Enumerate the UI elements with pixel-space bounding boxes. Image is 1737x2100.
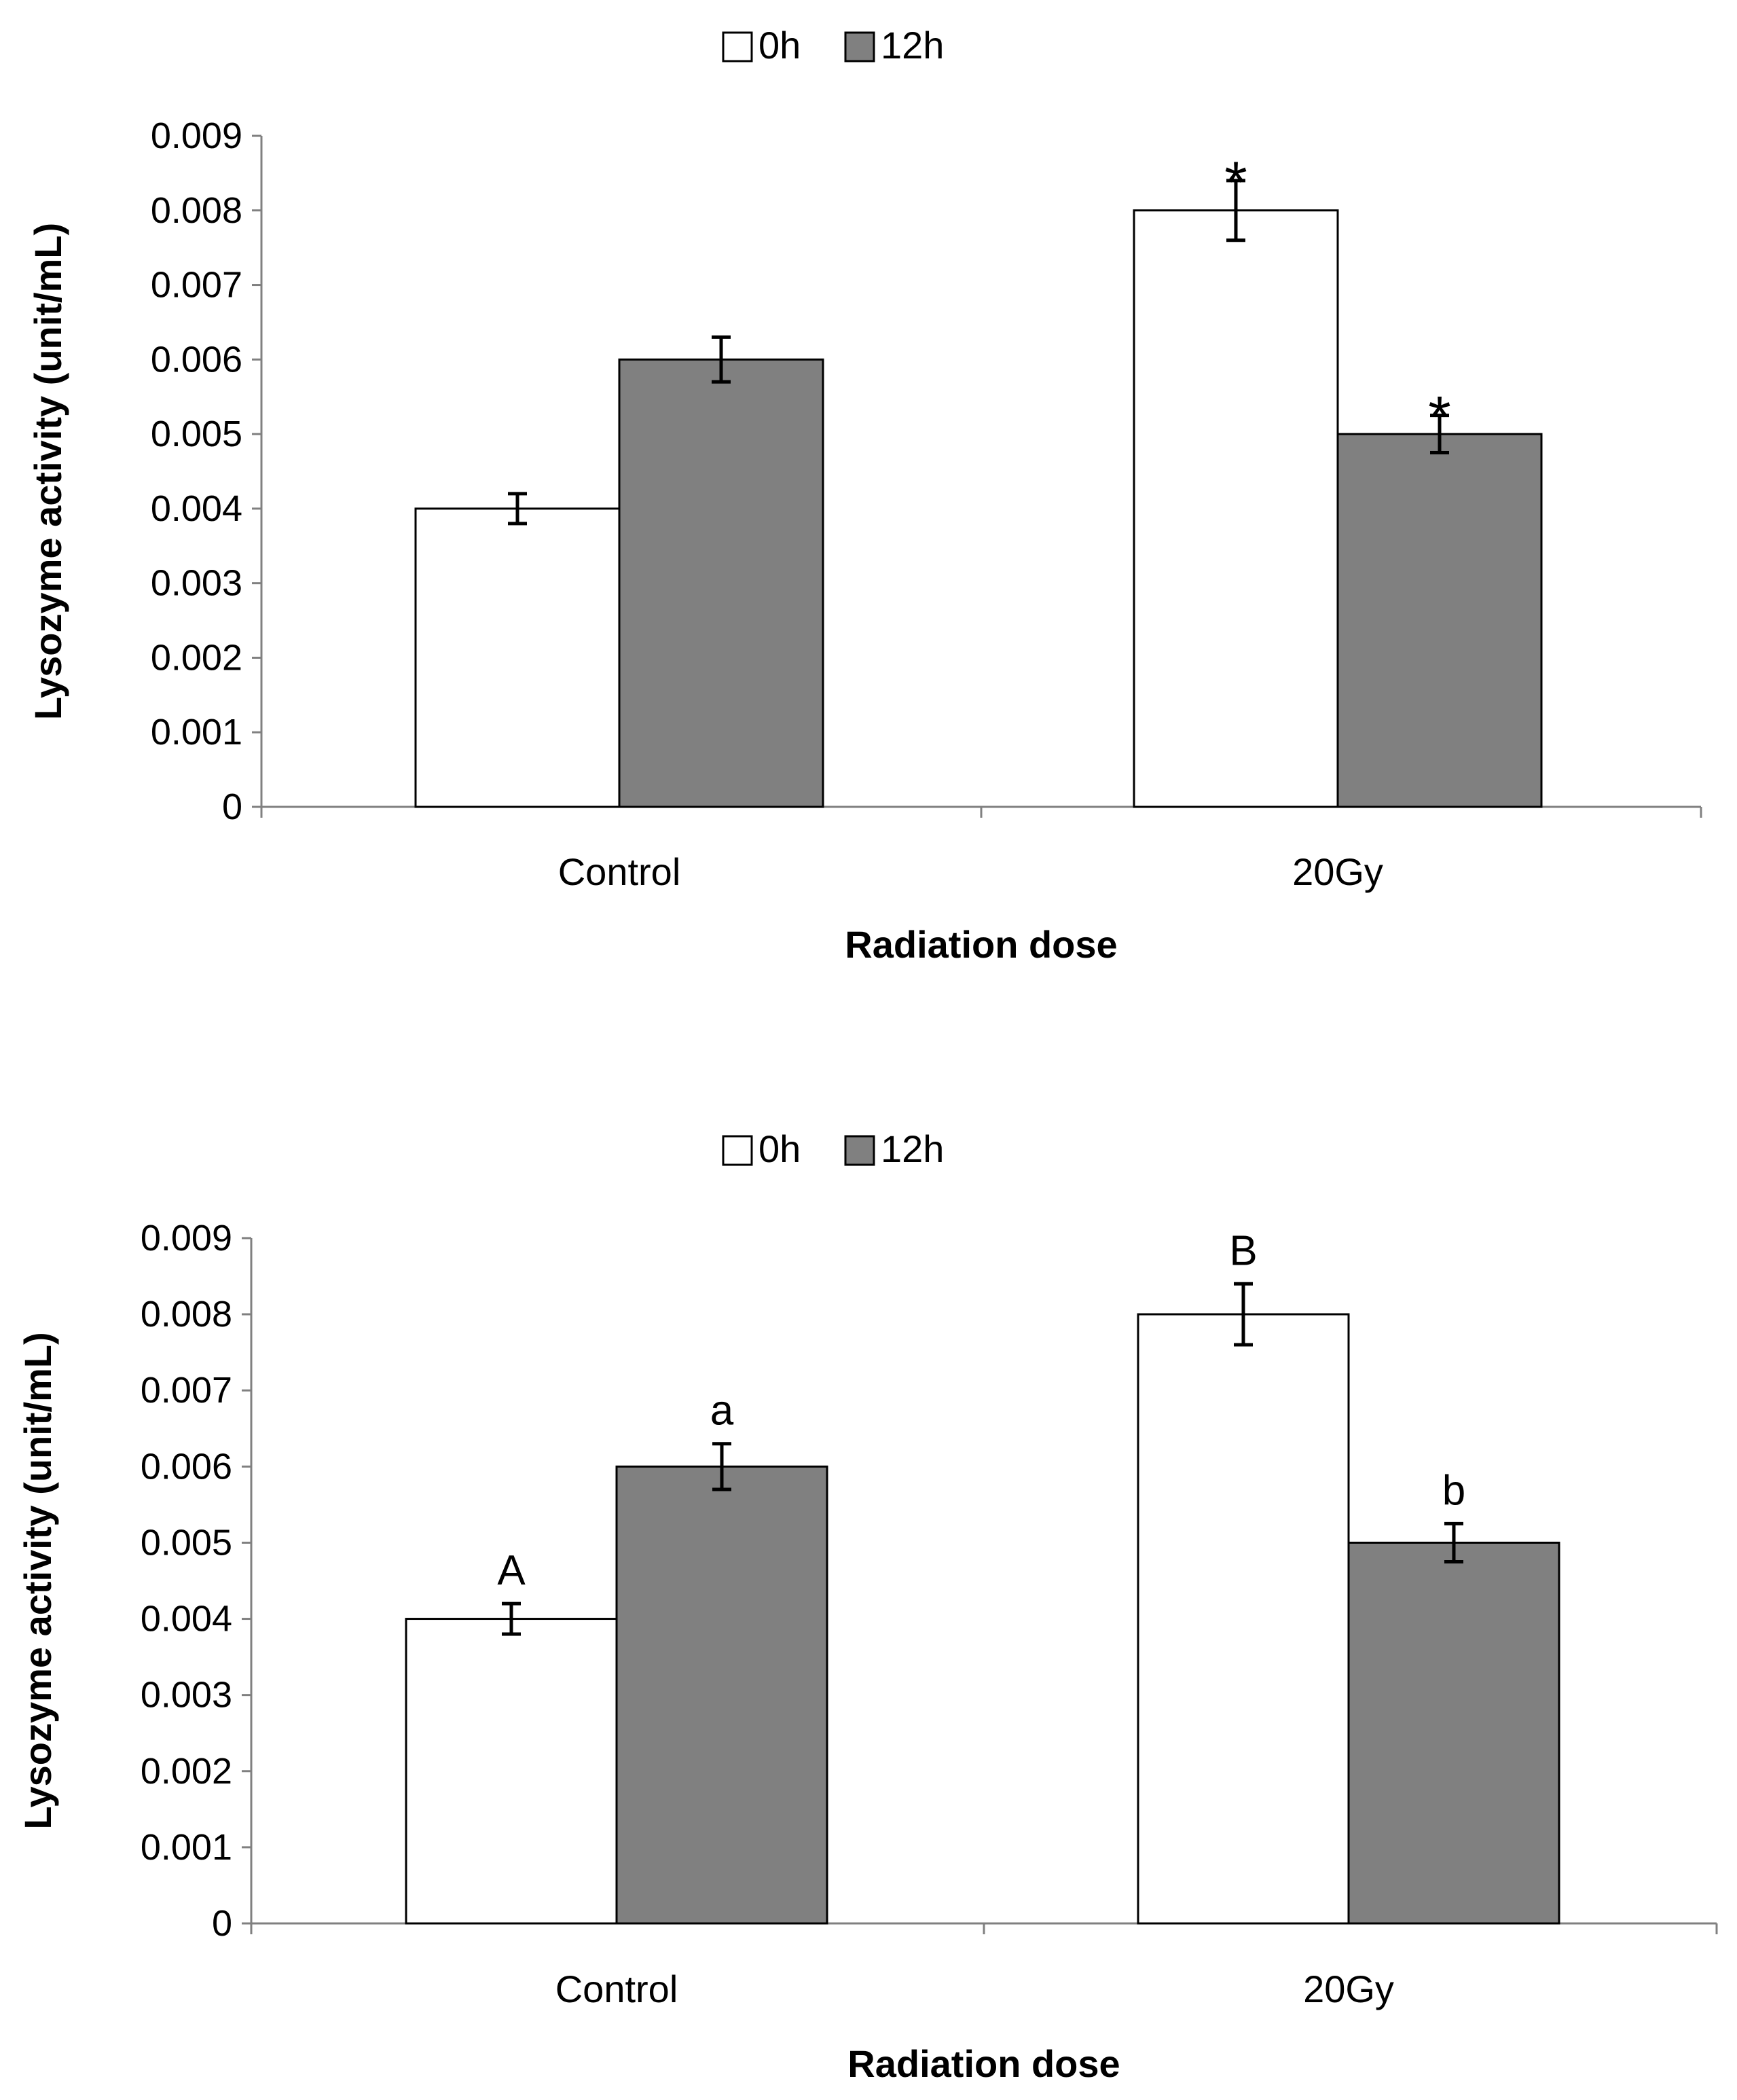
y-tick-label: 0.002 bbox=[141, 1751, 232, 1792]
bar-control-12h bbox=[618, 358, 824, 808]
y-tick-label: 0.007 bbox=[151, 265, 242, 306]
y-tick-label: 0.004 bbox=[151, 488, 242, 529]
y-tick-label: 0.003 bbox=[151, 563, 242, 604]
legend-swatch-12h bbox=[844, 1135, 875, 1166]
bar-control-0h bbox=[414, 507, 621, 808]
legend-label-12h: 12h bbox=[881, 24, 944, 67]
x-tick-label-20gy: 20Gy bbox=[1292, 850, 1383, 893]
y-tick-label: 0 bbox=[212, 1903, 232, 1944]
chart-2: 0h 12h 0 0.001 0.002 0.003 0.004 0.005 0.006 0.00… bbox=[16, 1127, 1718, 2085]
x-tick-label-20gy: 20Gy bbox=[1303, 1968, 1394, 2010]
significance-label: B bbox=[1229, 1227, 1257, 1274]
error-bar-20gy-0h bbox=[1234, 1282, 1253, 1347]
significance-label: A bbox=[497, 1547, 526, 1594]
legend-label-0h: 0h bbox=[758, 24, 801, 67]
bar-20gy-0h bbox=[1133, 209, 1339, 808]
chart-1: 0h 12h 0 0.001 0.002 0.003 0.004 0.005 0.006 0.00… bbox=[26, 24, 1702, 966]
y-tick-label: 0.002 bbox=[151, 637, 242, 678]
error-bar-control-12h bbox=[712, 335, 731, 384]
error-bar-control-0h bbox=[508, 492, 527, 526]
bar-control-12h bbox=[615, 1465, 828, 1925]
y-tick-label: 0.001 bbox=[141, 1827, 232, 1868]
error-bar-control-12h bbox=[712, 1442, 731, 1491]
error-bar-20gy-12h bbox=[1430, 414, 1449, 455]
legend: 0h 12h bbox=[722, 1127, 944, 1170]
error-bar-control-0h bbox=[502, 1601, 521, 1636]
bar-20gy-0h bbox=[1137, 1313, 1350, 1925]
y-tick-label: 0.001 bbox=[151, 712, 242, 753]
significance-label: a bbox=[710, 1388, 734, 1434]
y-tick-label: 0.006 bbox=[151, 339, 242, 380]
y-tick-label: 0.007 bbox=[141, 1370, 232, 1411]
x-axis-title: Radiation dose bbox=[847, 2042, 1120, 2085]
y-tick-label: 0.009 bbox=[141, 1218, 232, 1259]
bar-control-0h bbox=[405, 1618, 618, 1925]
legend-label-0h: 0h bbox=[758, 1127, 801, 1170]
y-tick-label: 0.009 bbox=[151, 115, 242, 156]
legend-swatch-0h bbox=[722, 1135, 753, 1166]
significance-label: b bbox=[1442, 1467, 1465, 1514]
y-tick-label: 0.005 bbox=[151, 414, 242, 454]
bar-20gy-12h bbox=[1336, 433, 1543, 808]
legend-swatch-0h bbox=[722, 31, 753, 62]
y-axis-title: Lysozyme activity (unit/mL) bbox=[16, 1332, 59, 1829]
y-tick-label: 0.003 bbox=[141, 1675, 232, 1716]
error-bar-20gy-12h bbox=[1444, 1521, 1463, 1563]
y-tick-label: 0 bbox=[222, 786, 242, 827]
y-tick-label: 0.005 bbox=[141, 1522, 232, 1563]
legend-label-12h: 12h bbox=[881, 1127, 944, 1170]
x-tick-label-control: Control bbox=[558, 850, 681, 893]
legend-swatch-12h bbox=[844, 31, 875, 62]
bar-20gy-12h bbox=[1347, 1541, 1560, 1925]
y-tick-label: 0.008 bbox=[141, 1294, 232, 1335]
x-axis-title: Radiation dose bbox=[845, 923, 1117, 966]
y-tick-label: 0.004 bbox=[141, 1599, 232, 1640]
y-tick-label: 0.006 bbox=[141, 1446, 232, 1487]
x-tick-label-control: Control bbox=[555, 1968, 678, 2010]
y-tick-label: 0.008 bbox=[151, 190, 242, 231]
legend: 0h 12h bbox=[722, 24, 944, 67]
significance-label: * bbox=[1428, 385, 1450, 450]
error-bar-20gy-0h bbox=[1226, 179, 1245, 242]
significance-label: * bbox=[1224, 150, 1247, 215]
y-axis-title: Lysozyme activity (unit/mL) bbox=[26, 223, 69, 720]
